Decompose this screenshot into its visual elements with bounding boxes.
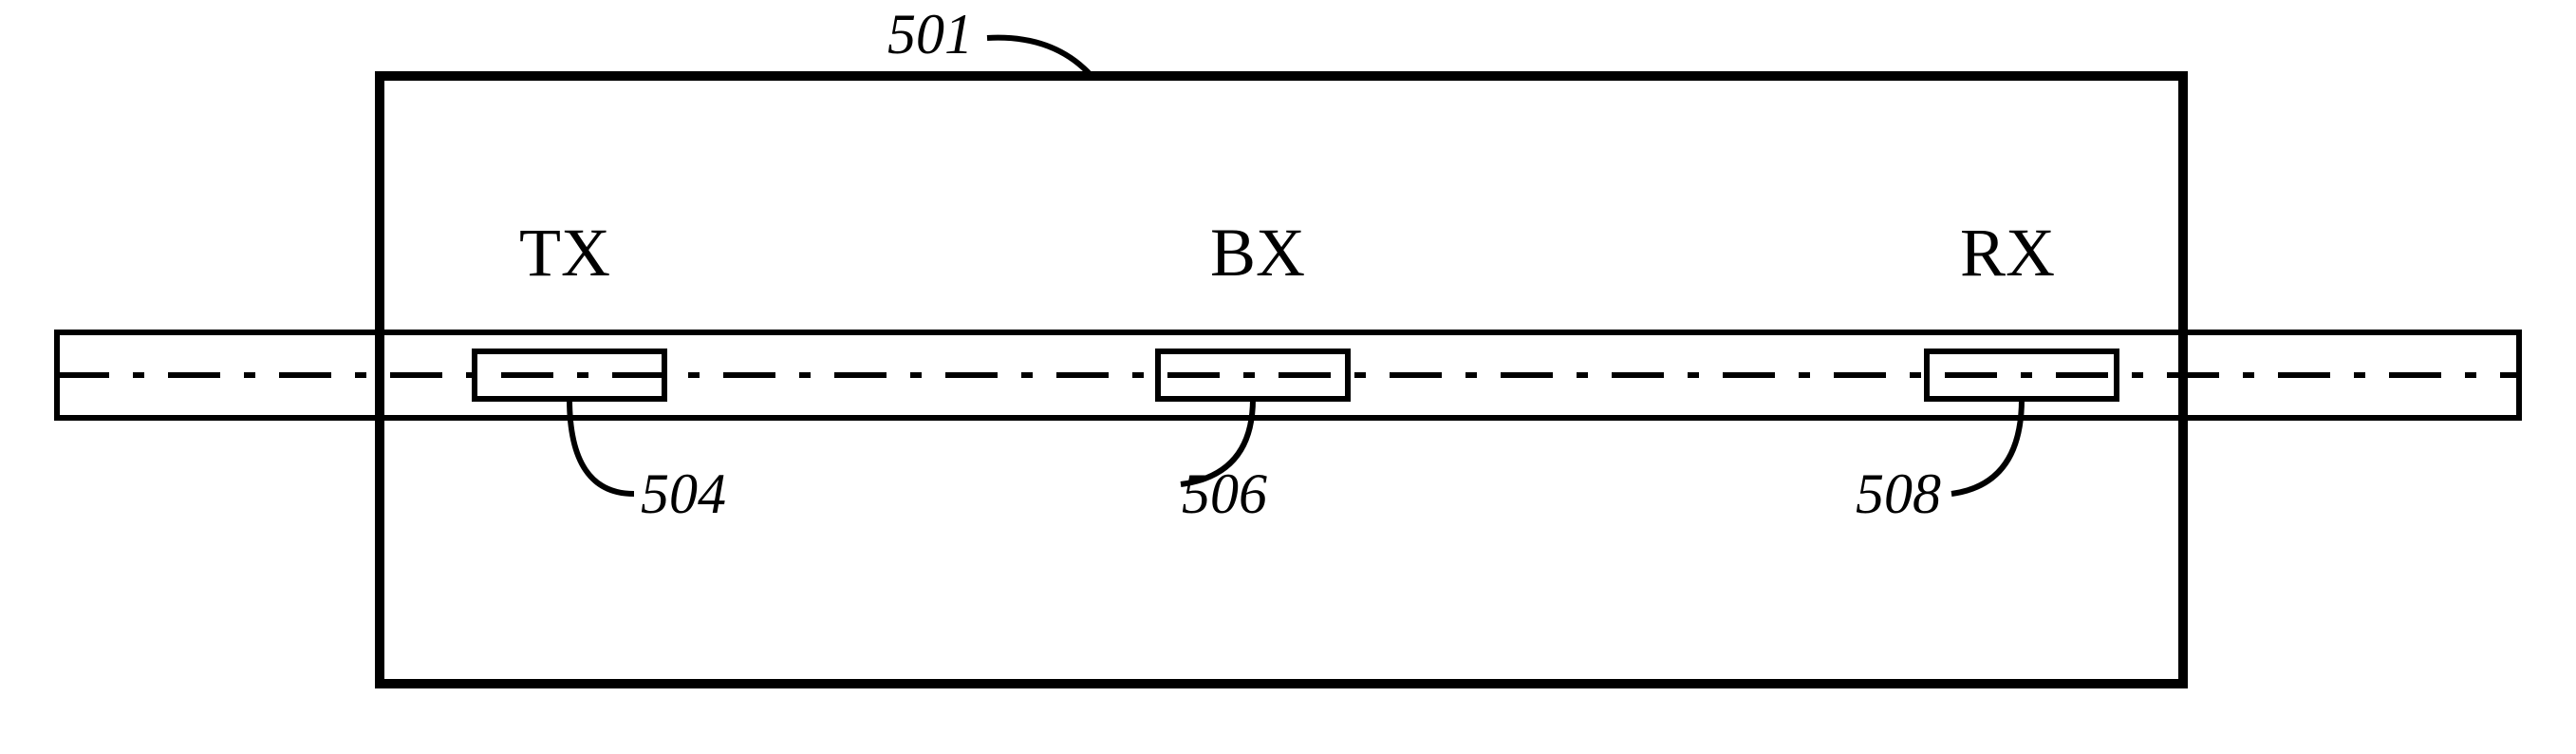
- node-bx-callout-label: 506: [1182, 462, 1267, 525]
- node-rx-callout-leader: [1951, 399, 2022, 494]
- outer-callout-leader: [987, 38, 1092, 76]
- node-rx-callout-label: 508: [1856, 462, 1941, 525]
- node-bx-label: BX: [1210, 215, 1305, 291]
- node-tx-callout-leader: [569, 399, 634, 494]
- node-tx-label: TX: [519, 215, 610, 291]
- node-tx-callout-label: 504: [641, 462, 726, 525]
- node-rx-label: RX: [1960, 215, 2055, 291]
- outer-rect: [380, 76, 2183, 684]
- outer-callout-label: 501: [887, 3, 973, 66]
